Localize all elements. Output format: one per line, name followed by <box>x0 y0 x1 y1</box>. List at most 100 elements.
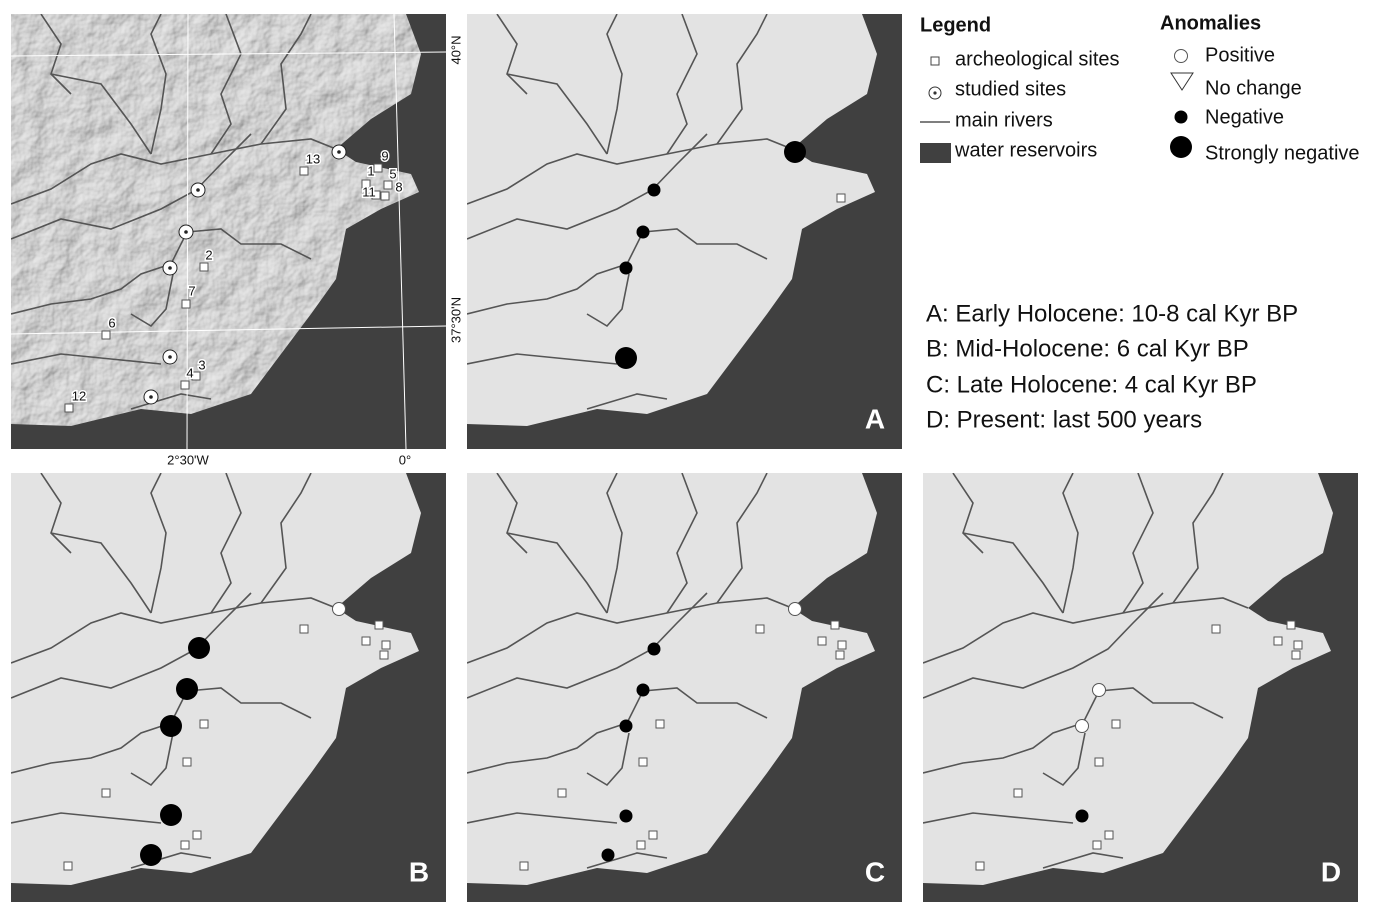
archeological-site <box>380 191 390 201</box>
archeological-site <box>1094 757 1104 767</box>
archeological-site <box>199 262 209 272</box>
site-label: 5 <box>389 166 396 181</box>
strong-negative-anomaly <box>160 804 182 826</box>
archeological-site <box>64 403 74 413</box>
archeological-site <box>830 620 840 630</box>
archeological-site <box>1111 719 1121 729</box>
archeological-site <box>1291 650 1301 660</box>
archeological-site <box>975 861 985 871</box>
positive-anomaly <box>1075 719 1089 733</box>
anomaly-item: Positive <box>1205 44 1275 66</box>
anomalies-title: Anomalies <box>1160 12 1261 34</box>
strong-negative-anomaly <box>140 844 162 866</box>
negative-anomaly <box>647 183 661 197</box>
archeological-site <box>379 650 389 660</box>
archeological-site <box>755 624 765 634</box>
panel-letter: C <box>865 856 885 887</box>
studied-site-dot <box>168 355 172 359</box>
negative-anomaly <box>647 642 661 656</box>
archeological-site <box>1211 624 1221 634</box>
negative-anomaly <box>619 809 633 823</box>
strong-negative-anomaly <box>188 637 210 659</box>
archeological-site <box>836 193 846 203</box>
legend-title: Legend <box>920 14 991 36</box>
archeological-site <box>817 636 827 646</box>
strong-negative-anomaly <box>160 715 182 737</box>
archeological-site <box>1273 636 1283 646</box>
archeological-site <box>648 830 658 840</box>
anomaly-item: Negative <box>1205 106 1284 128</box>
archeological-site <box>361 179 371 189</box>
studied-site-dot <box>168 266 172 270</box>
archeological-site <box>191 371 201 381</box>
negative-anomaly <box>619 719 633 733</box>
panel-letter: A <box>865 403 885 434</box>
archeological-site <box>381 640 391 650</box>
lat-label: 37°30'N <box>448 297 463 343</box>
archeological-site <box>1286 620 1296 630</box>
archeological-site <box>374 620 384 630</box>
site-label: 7 <box>188 283 195 298</box>
site-label: 2 <box>205 247 212 262</box>
archeological-site <box>180 840 190 850</box>
archeological-site <box>655 719 665 729</box>
site-label: 11 <box>362 184 376 199</box>
anomaly-item: Strongly negative <box>1205 142 1360 164</box>
site-label: 4 <box>186 365 193 380</box>
legend-item: main rivers <box>955 109 1053 131</box>
lat-label: 40°N <box>448 35 463 64</box>
archeological-site <box>636 840 646 850</box>
archeological-site <box>837 640 847 650</box>
negative-anomaly <box>636 225 650 239</box>
relief-map <box>11 14 446 449</box>
period: B: Mid-Holocene: 6 cal Kyr BP <box>926 335 1249 362</box>
site-label: 6 <box>108 315 115 330</box>
legend-item: archeological sites <box>955 48 1120 70</box>
archeological-site <box>835 650 845 660</box>
panel-letter: D <box>1321 856 1341 887</box>
map-panel: C <box>467 473 902 902</box>
negative-anomaly <box>1075 809 1089 823</box>
archeological-site <box>519 861 529 871</box>
archeological-site <box>1293 640 1303 650</box>
studied-site-dot <box>184 230 188 234</box>
strong-negative-anomaly <box>784 141 806 163</box>
period: C: Late Holocene: 4 cal Kyr BP <box>926 371 1257 398</box>
legend-item: studied sites <box>955 78 1066 100</box>
archeological-site <box>383 180 393 190</box>
lon-label: 2°30'W <box>167 452 209 467</box>
studied-site-dot <box>337 150 341 154</box>
site-label: 9 <box>381 148 388 163</box>
negative-anomaly <box>636 683 650 697</box>
map-panel: B <box>11 473 446 902</box>
archeological-site <box>373 163 383 173</box>
archeological-site <box>1013 788 1023 798</box>
positive-anomaly <box>332 602 346 616</box>
positive-anomaly <box>788 602 802 616</box>
lon-label: 0° <box>399 452 411 467</box>
studied-site-dot <box>196 188 200 192</box>
archeological-site <box>638 757 648 767</box>
archeological-site <box>199 719 209 729</box>
site-label: 13 <box>306 151 320 166</box>
strong-negative-anomaly <box>615 347 637 369</box>
strong-negative-anomaly <box>176 678 198 700</box>
archeological-site <box>101 330 111 340</box>
studied-site-dot <box>149 395 153 399</box>
archeological-site <box>182 757 192 767</box>
site-label: 12 <box>72 388 86 403</box>
archeological-site <box>101 788 111 798</box>
archeological-site <box>371 190 381 200</box>
period-list: A: Early Holocene: 10-8 cal Kyr BP B: Mi… <box>926 300 1298 433</box>
archeological-site <box>557 788 567 798</box>
period: A: Early Holocene: 10-8 cal Kyr BP <box>926 300 1298 327</box>
archeological-site <box>181 299 191 309</box>
site-label: 3 <box>198 357 205 372</box>
legend: Legend archeological sites studied sites… <box>920 12 1360 164</box>
archeological-site <box>299 624 309 634</box>
site-label: 1 <box>367 163 374 178</box>
archeological-site <box>1092 840 1102 850</box>
negative-anomaly <box>601 848 615 862</box>
